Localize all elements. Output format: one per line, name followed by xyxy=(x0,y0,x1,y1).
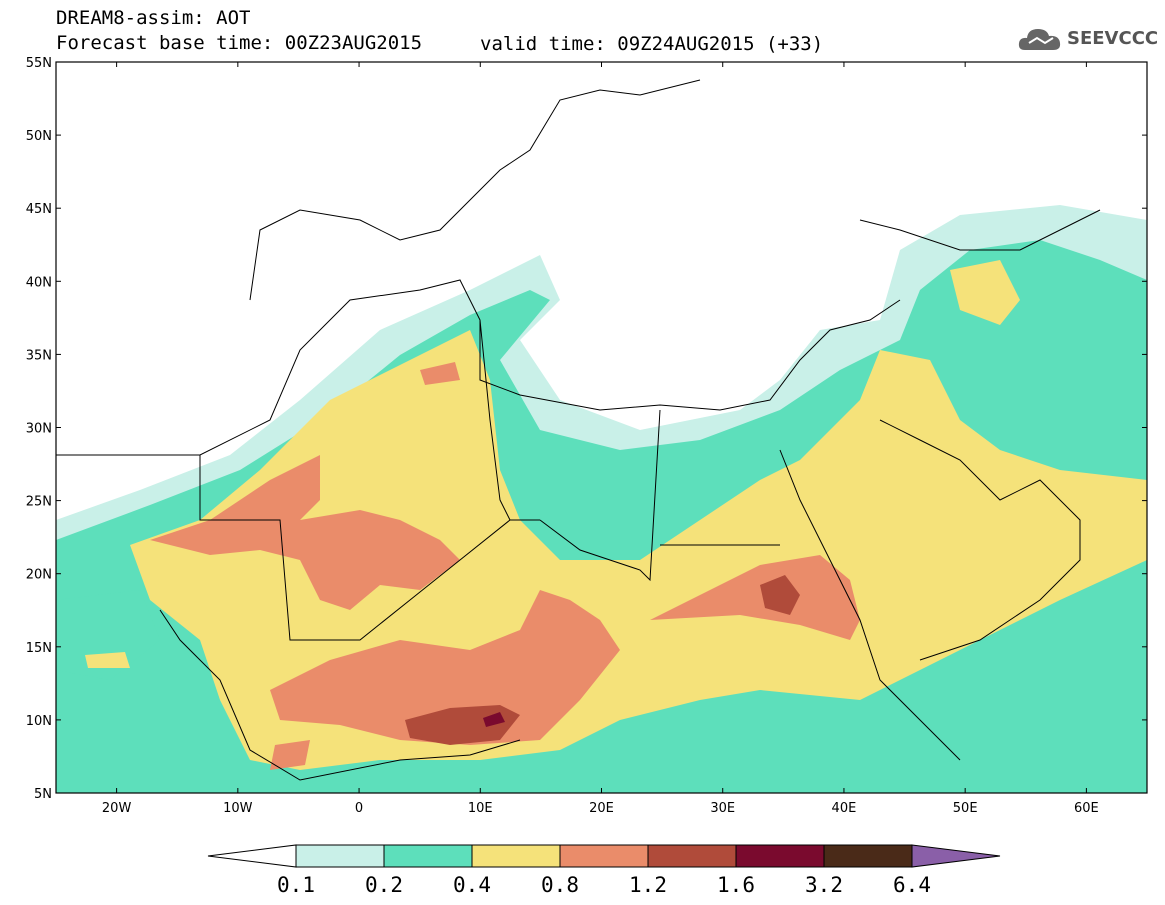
forecast-base-time: Forecast base time: 00Z23AUG2015 xyxy=(56,32,423,54)
lat-tick-label: 20N xyxy=(26,568,52,583)
lat-tick-label: 50N xyxy=(26,129,52,144)
aot-contour-0-8-c xyxy=(650,555,860,640)
aot-contour-0-4-atl xyxy=(85,652,130,668)
longitude-axis: 20W 10W 0 10E 20E 30E 40E 50E 60E xyxy=(102,62,1099,816)
lat-tick-label: 30N xyxy=(26,422,52,437)
coastlines xyxy=(56,79,1101,781)
lon-tick-label: 30E xyxy=(710,801,735,816)
lat-tick-label: 55N xyxy=(26,56,52,71)
colorbar-level-label: 0.8 xyxy=(541,873,579,897)
colorbar-segment xyxy=(647,844,737,868)
lat-tick-label: 25N xyxy=(26,495,52,510)
aot-contour-0-8-d xyxy=(420,362,460,385)
colorbar-segment xyxy=(823,844,913,868)
lon-tick-label: 50E xyxy=(953,801,978,816)
aot-contour-0-8-b xyxy=(270,590,620,745)
lat-tick-label: 15N xyxy=(26,641,52,656)
lon-tick-label: 40E xyxy=(832,801,857,816)
aot-contour-1-6 xyxy=(483,712,505,727)
lon-tick-label: 20E xyxy=(589,801,614,816)
lon-tick-label: 60E xyxy=(1074,801,1099,816)
colorbar-level-label: 0.1 xyxy=(277,873,315,897)
aot-field xyxy=(56,62,1147,793)
colorbar-arrow-high xyxy=(911,844,1001,868)
lon-tick-label: 20W xyxy=(102,801,132,816)
map-title: DREAM8-assim: AOT xyxy=(56,7,251,29)
lon-tick-label: 0 xyxy=(355,801,363,816)
colorbar-level-label: 0.2 xyxy=(365,873,403,897)
aot-contour-0-2-atlantic xyxy=(56,590,160,680)
colorbar-level-label: 1.6 xyxy=(717,873,755,897)
colorbar-segment xyxy=(295,844,385,868)
aot-contour-1-2-b xyxy=(760,575,800,615)
lon-tick-label: 10E xyxy=(468,801,493,816)
colorbar-level-label: 3.2 xyxy=(805,873,843,897)
colorbar xyxy=(207,844,1001,868)
lat-tick-label: 35N xyxy=(26,348,52,363)
colorbar-level-label: 6.4 xyxy=(893,873,931,897)
aot-contour-0-4-caspian xyxy=(950,260,1020,325)
lat-tick-label: 45N xyxy=(26,202,52,217)
colorbar-arrow-low xyxy=(207,844,297,868)
colorbar-level-label: 1.2 xyxy=(629,873,667,897)
colorbar-segment xyxy=(735,844,825,868)
lat-tick-label: 40N xyxy=(26,275,52,290)
colorbar-segment xyxy=(471,844,561,868)
lat-tick-label: 5N xyxy=(34,787,52,802)
latitude-axis: 55N 50N 45N 40N 35N 30N 25N 20N 15N 10N 5N xyxy=(26,56,1147,802)
lat-tick-label: 10N xyxy=(26,714,52,729)
valid-time: valid time: 09Z24AUG2015 (+33) xyxy=(480,33,824,55)
seevccc-logo: SEEVCCC xyxy=(1017,24,1158,54)
logo-text: SEEVCCC xyxy=(1067,28,1159,49)
colorbar-segment xyxy=(559,844,649,868)
colorbar-segment xyxy=(383,844,473,868)
aot-contour-1-2 xyxy=(405,705,520,745)
lon-tick-label: 10W xyxy=(223,801,253,816)
aot-contour-0-8 xyxy=(150,455,460,610)
colorbar-level-label: 0.4 xyxy=(453,873,491,897)
cloud-icon xyxy=(1018,29,1061,50)
aot-contour-0-8-e xyxy=(270,740,310,770)
